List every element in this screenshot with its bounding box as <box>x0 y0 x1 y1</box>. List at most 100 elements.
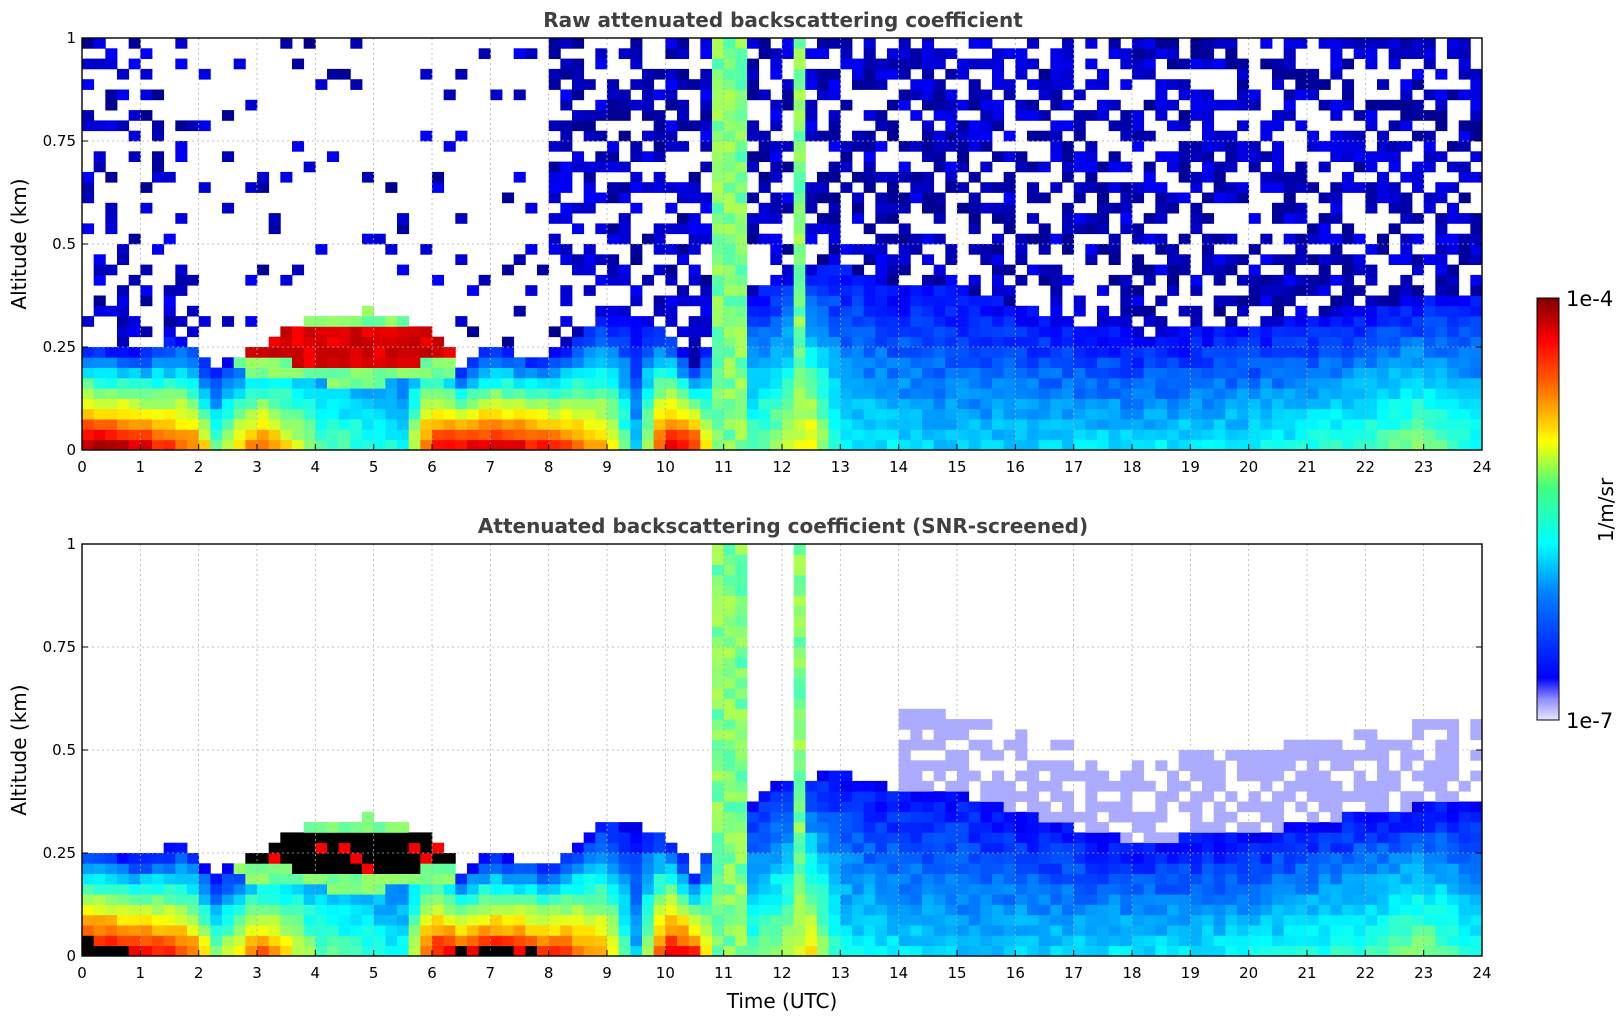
heatmap-cell <box>747 367 760 379</box>
heatmap-cell <box>653 408 666 420</box>
heatmap-cell <box>1342 295 1355 307</box>
heatmap-cell <box>1015 388 1028 399</box>
heatmap-cell <box>1423 780 1436 792</box>
heatmap-cell <box>1167 904 1180 916</box>
heatmap-cell <box>595 305 608 317</box>
heatmap-cell <box>723 48 736 59</box>
heatmap-cell <box>572 873 585 885</box>
heatmap-cell <box>1283 171 1296 183</box>
heatmap-cell <box>735 48 748 59</box>
heatmap-cell <box>1353 729 1366 741</box>
heatmap-cell <box>945 883 958 895</box>
heatmap-cell <box>793 388 806 399</box>
heatmap-cell <box>222 914 235 926</box>
heatmap-cell <box>758 853 771 864</box>
heatmap-cell <box>700 79 713 90</box>
heatmap-cell <box>233 935 246 947</box>
heatmap-cell <box>607 842 620 854</box>
heatmap-cell <box>782 925 795 936</box>
heatmap-cell <box>93 439 106 451</box>
heatmap-cell <box>863 38 876 49</box>
heatmap-cell <box>222 357 235 368</box>
heatmap-cell <box>1108 336 1121 348</box>
heatmap-cell <box>315 832 328 844</box>
heatmap-cell <box>1237 58 1250 70</box>
heatmap-cell <box>1132 408 1145 420</box>
heatmap-cell <box>292 377 305 389</box>
heatmap-cell <box>1260 439 1273 451</box>
heatmap-cell <box>513 357 526 368</box>
heatmap-cell <box>397 842 410 854</box>
heatmap-cell <box>980 388 993 399</box>
heatmap-cell <box>828 347 841 358</box>
heatmap-cell <box>490 873 503 885</box>
heatmap-cell <box>280 945 293 957</box>
heatmap-cell <box>1458 171 1471 183</box>
heatmap-cell <box>175 264 188 276</box>
heatmap-cell <box>1062 326 1075 338</box>
heatmap-cell <box>1400 408 1413 420</box>
heatmap-cell <box>572 110 585 121</box>
heatmap-cell <box>478 408 491 420</box>
heatmap-cell <box>1295 770 1308 782</box>
heatmap-cell <box>712 667 725 679</box>
heatmap-cell <box>852 873 865 885</box>
heatmap-cell <box>105 935 118 947</box>
heatmap-cell <box>1050 429 1063 441</box>
heatmap-cell <box>93 408 106 420</box>
heatmap-cell <box>712 151 725 162</box>
heatmap-cell <box>758 130 771 142</box>
heatmap-cell <box>455 894 468 905</box>
heatmap-cell <box>770 202 783 214</box>
heatmap-cell <box>257 883 270 895</box>
heatmap-cell <box>1458 58 1471 70</box>
heatmap-cell <box>782 863 795 874</box>
heatmap-cell <box>1353 326 1366 338</box>
heatmap-cell <box>992 429 1005 441</box>
heatmap-cell <box>560 58 573 70</box>
heatmap-cell <box>1202 842 1215 854</box>
heatmap-cell <box>933 863 946 874</box>
heatmap-cell <box>758 38 771 49</box>
heatmap-cell <box>1003 894 1016 905</box>
heatmap-cell <box>373 408 386 420</box>
heatmap-cell <box>245 945 258 957</box>
heatmap-cell <box>898 935 911 947</box>
heatmap-cell <box>910 914 923 926</box>
heatmap-cell <box>887 347 900 358</box>
heatmap-cell <box>665 130 678 142</box>
heatmap-cell <box>1202 853 1215 864</box>
heatmap-cell <box>1178 377 1191 389</box>
heatmap-cell <box>793 110 806 121</box>
heatmap-cell <box>548 38 561 49</box>
heatmap-cell <box>175 120 188 132</box>
heatmap-cell <box>583 161 596 173</box>
heatmap-cell <box>1143 822 1156 833</box>
heatmap-cell <box>747 79 760 90</box>
heatmap-cell <box>712 295 725 307</box>
heatmap-cell <box>1225 894 1238 905</box>
heatmap-cell <box>852 357 865 368</box>
heatmap-cell <box>1085 925 1098 936</box>
heatmap-cell <box>595 377 608 389</box>
heatmap-cell <box>910 945 923 957</box>
heatmap-cell <box>292 439 305 451</box>
heatmap-cell <box>373 326 386 338</box>
heatmap-cell <box>922 853 935 864</box>
heatmap-cell <box>1155 336 1168 348</box>
heatmap-cell <box>618 357 631 368</box>
heatmap-cell <box>968 336 981 348</box>
heatmap-cell <box>677 254 690 265</box>
heatmap-cell <box>1120 873 1133 885</box>
heatmap-cell <box>1447 357 1460 368</box>
heatmap-cell <box>945 326 958 338</box>
heatmap-cell <box>828 233 841 245</box>
heatmap-cell <box>1015 316 1028 327</box>
heatmap-cell <box>1283 945 1296 957</box>
heatmap-cell <box>1365 945 1378 957</box>
x-tick-label: 4 <box>311 458 321 476</box>
heatmap-cell <box>1412 213 1425 224</box>
heatmap-cell <box>1412 873 1425 885</box>
heatmap-cell <box>1412 336 1425 348</box>
heatmap-cell <box>1330 873 1343 885</box>
